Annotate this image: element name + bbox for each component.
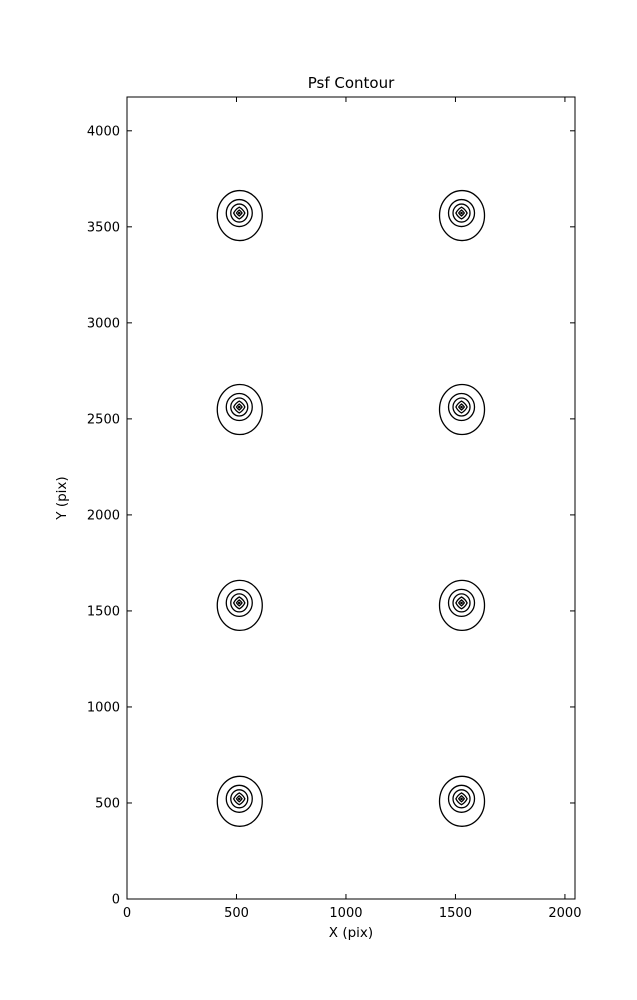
y-tick-label: 0 [112,893,120,908]
psf-contour-ring [452,397,471,417]
psf-contour-ring [447,198,476,228]
x-tick-label: 0 [123,906,131,921]
psf-contour-ring [438,383,486,436]
y-tick-label: 3000 [87,316,120,331]
psf-contour-ring [438,579,486,632]
psf-contour-ring [457,794,466,803]
psf-contour-ring [230,593,249,613]
psf-contour-ring [225,588,253,618]
y-tick-label: 500 [95,796,120,811]
x-tick-label: 1000 [329,906,362,921]
x-axis-label: X (pix) [328,925,374,941]
psf-contour-ring [225,784,253,813]
psf-center-dot [237,405,241,409]
psf-contour-ring [455,792,468,806]
psf-center-dot [460,405,463,409]
psf-contour-ring [457,599,466,607]
x-tick-label: 500 [224,906,249,921]
psf-contour-ring [455,596,468,610]
chart-title: Psf Contour [307,74,395,92]
psf-contour-ring [438,189,486,242]
psf-contour-ring [232,596,246,610]
psf-center-dot [460,601,463,605]
psf-contour-ring [457,403,466,411]
psf-contour-ring [455,400,468,414]
psf-contour-ring [230,203,249,223]
psf-center-dot [237,797,241,801]
psf-contour-ring [230,397,249,417]
psf-center-dot [237,601,241,605]
psf-contour-ring [232,206,246,220]
psf-contour-ring [235,599,243,607]
y-tick-label: 2500 [87,412,120,427]
y-tick-label: 4000 [87,124,120,139]
psf-contour-ring [452,203,471,223]
psf-contour-ring [235,794,243,803]
psf-contour-ring [452,593,471,613]
y-tick-label: 3500 [87,220,120,235]
psf-contour-ring [232,400,246,414]
y-tick-label: 1000 [87,700,120,715]
psf-contour-ring [452,789,471,809]
x-tick-label: 2000 [548,906,581,921]
psf-contour-ring [235,209,243,217]
y-tick-label: 2000 [87,508,120,523]
psf-contour-ring [457,209,466,217]
psf-contour-ring [447,392,476,422]
psf-contour-ring [447,784,476,813]
psf-contour-ring [455,206,468,220]
psf-contour-ring [232,792,246,806]
x-tick-label: 1500 [439,906,472,921]
psf-contour-ring [225,392,253,422]
psf-center-dot [237,211,241,215]
psf-contour-ring [438,775,486,827]
psf-contour-ring [230,789,249,809]
psf-contour-ring [216,189,263,242]
psf-contour-ring [216,579,263,632]
psf-contour-ring [216,775,263,827]
psf-center-dot [460,797,463,801]
psf-contour-ring [225,198,253,228]
y-tick-label: 1500 [87,604,120,619]
psf-contour-ring [235,403,243,411]
psf-center-dot [460,211,463,215]
axes-frame [126,96,576,900]
psf-contour-ring [447,588,476,618]
y-axis-label: Y (pix) [54,476,70,520]
psf-contour-ring [216,383,263,436]
